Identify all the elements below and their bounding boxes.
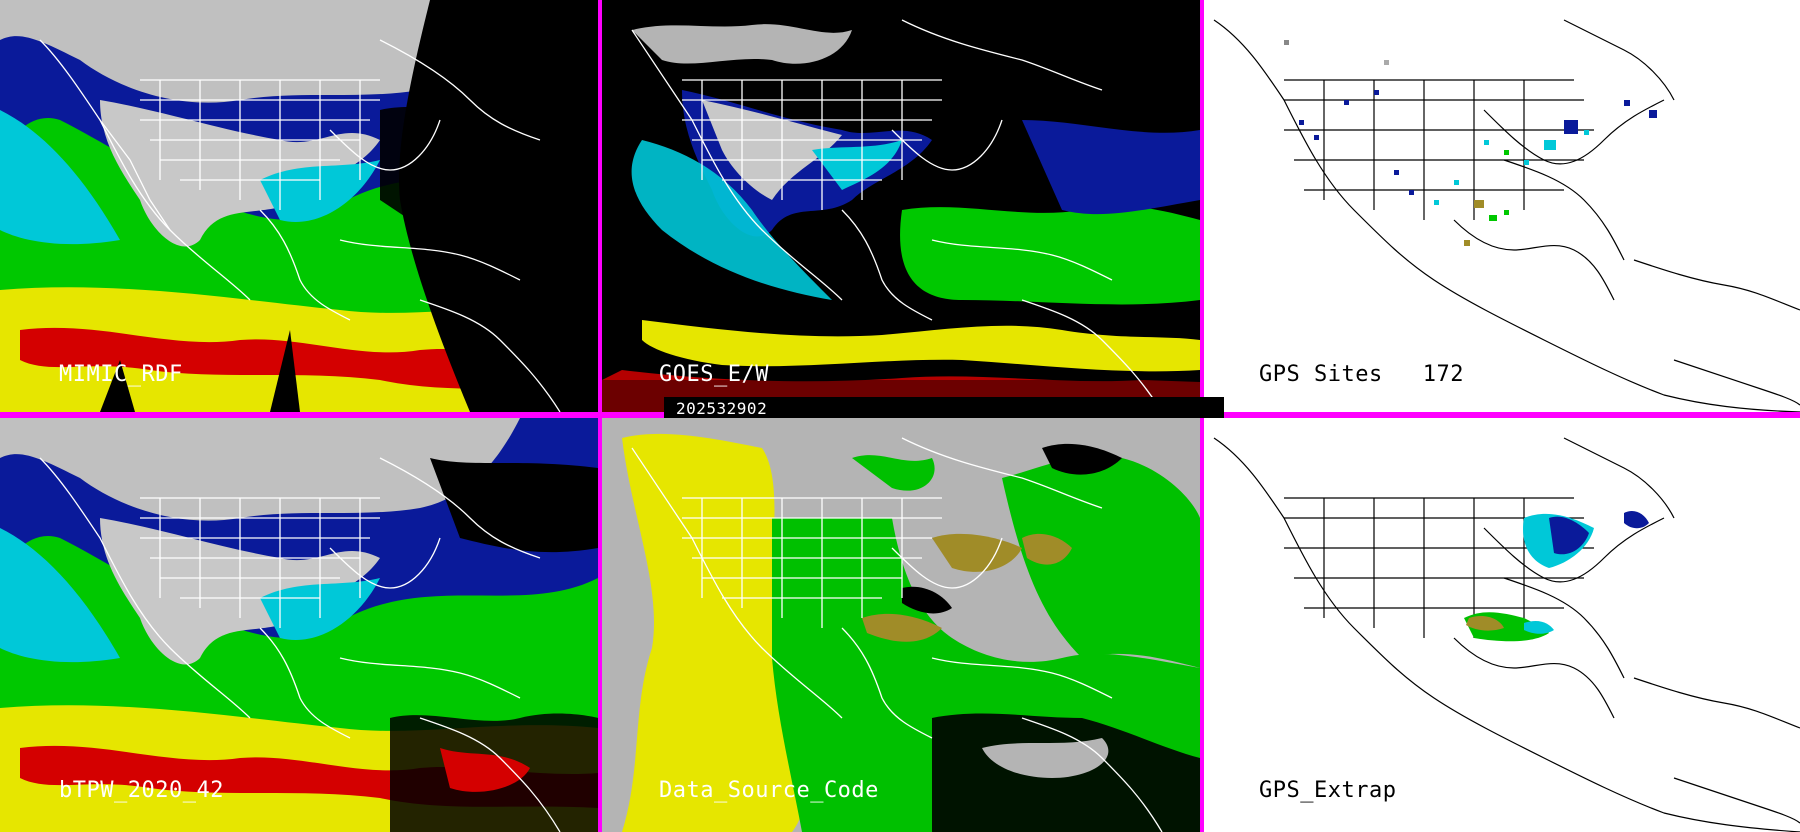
gps-extrap-map (1213, 437, 1800, 832)
gps-sites-count: 172 (1422, 362, 1464, 387)
panel-mimic-rdf: MIMIC_RDF (0, 0, 598, 412)
panel-data-source-code: Data_Source_Code (602, 418, 1200, 832)
mimic-rdf-map (0, 0, 598, 412)
panel-label-goes-e-w: GOES_E/W (659, 362, 769, 387)
gps-sites-map (1213, 19, 1800, 412)
goes-e-w-map (602, 0, 1200, 412)
gps-extrap-fields (1464, 511, 1649, 642)
panel-gps-sites: GPS Sites 172 (1204, 0, 1800, 412)
panel-label-gps-extrap: GPS_Extrap (1259, 778, 1397, 803)
timestamp: 202532902 (676, 399, 768, 418)
gps-site-markers (1284, 40, 1657, 246)
panel-goes-e-w: GOES_E/W (602, 0, 1200, 412)
panel-label-data-source-code: Data_Source_Code (659, 778, 879, 803)
panel-gps-extrap: GPS_Extrap (1204, 418, 1800, 832)
gps-sites-label-text: GPS Sites (1259, 362, 1383, 387)
btpw-map (0, 418, 598, 832)
panel-btpw: bTPW_2020_42 (0, 418, 598, 832)
panel-label-btpw: bTPW_2020_42 (59, 778, 224, 803)
timestamp-bar (664, 397, 1224, 418)
panel-label-mimic-rdf: MIMIC_RDF (59, 362, 183, 387)
panel-label-gps-sites: GPS Sites 172 (1259, 362, 1464, 387)
data-source-code-map (602, 418, 1200, 832)
